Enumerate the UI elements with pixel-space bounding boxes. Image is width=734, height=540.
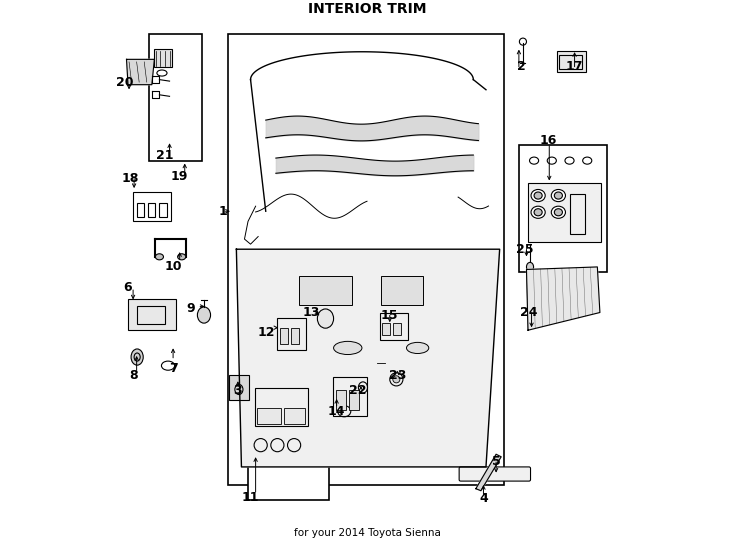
Text: 4: 4 — [479, 492, 488, 505]
Ellipse shape — [554, 192, 562, 199]
Bar — [229, 375, 249, 400]
Text: 7: 7 — [169, 362, 178, 375]
Ellipse shape — [534, 209, 542, 216]
Bar — [349, 390, 360, 410]
Bar — [137, 203, 145, 217]
Text: 23: 23 — [389, 369, 406, 382]
Ellipse shape — [333, 341, 362, 355]
Bar — [133, 192, 171, 221]
Ellipse shape — [178, 254, 186, 260]
Ellipse shape — [534, 192, 542, 199]
Bar — [248, 363, 329, 500]
Text: 5: 5 — [492, 455, 501, 468]
Text: 1: 1 — [218, 205, 227, 218]
Text: INTERIOR TRIM: INTERIOR TRIM — [308, 2, 426, 16]
Text: 6: 6 — [124, 281, 132, 294]
Bar — [280, 328, 288, 344]
Ellipse shape — [131, 349, 143, 365]
Text: 14: 14 — [328, 404, 346, 418]
Bar — [277, 318, 306, 350]
Text: 18: 18 — [121, 172, 139, 185]
Ellipse shape — [531, 206, 545, 218]
Ellipse shape — [156, 254, 164, 260]
Text: 2: 2 — [517, 60, 526, 73]
Polygon shape — [526, 267, 600, 330]
Text: 25: 25 — [516, 242, 534, 256]
Text: 11: 11 — [241, 491, 259, 504]
Text: 9: 9 — [186, 302, 195, 315]
Bar — [335, 390, 346, 410]
Bar — [154, 49, 172, 67]
Bar — [519, 145, 608, 272]
Text: 13: 13 — [302, 306, 320, 319]
Bar — [393, 322, 401, 335]
Text: 15: 15 — [381, 308, 399, 321]
Bar — [159, 203, 167, 217]
Bar — [257, 408, 281, 424]
Text: 22: 22 — [349, 384, 367, 397]
Bar — [559, 55, 582, 70]
Polygon shape — [236, 249, 500, 467]
Bar — [228, 34, 504, 484]
Ellipse shape — [317, 309, 333, 328]
Ellipse shape — [393, 376, 400, 383]
Text: 20: 20 — [116, 76, 134, 89]
Bar — [284, 408, 305, 424]
Text: 8: 8 — [128, 369, 137, 382]
Bar — [528, 184, 601, 241]
Bar — [382, 322, 390, 335]
Text: 21: 21 — [156, 149, 173, 162]
Text: 16: 16 — [539, 134, 557, 147]
Bar — [570, 193, 585, 234]
Bar — [137, 306, 165, 324]
Bar — [128, 299, 176, 330]
Bar — [379, 313, 407, 340]
Ellipse shape — [197, 307, 211, 323]
Polygon shape — [126, 59, 154, 85]
Text: 19: 19 — [171, 170, 189, 183]
Text: for your 2014 Toyota Sienna: for your 2014 Toyota Sienna — [294, 528, 440, 538]
Bar — [299, 275, 352, 305]
Text: 12: 12 — [258, 326, 275, 339]
Bar — [291, 328, 299, 344]
Bar — [255, 388, 308, 427]
Bar — [381, 275, 423, 305]
Text: 17: 17 — [566, 60, 584, 73]
Bar — [333, 377, 367, 416]
Ellipse shape — [551, 190, 565, 201]
Ellipse shape — [554, 209, 562, 216]
Bar — [149, 34, 203, 160]
Text: 10: 10 — [165, 260, 182, 273]
Bar — [557, 51, 586, 72]
Bar — [148, 203, 156, 217]
Polygon shape — [476, 454, 501, 491]
FancyBboxPatch shape — [459, 467, 531, 481]
Ellipse shape — [531, 190, 545, 201]
Ellipse shape — [407, 342, 429, 354]
Ellipse shape — [526, 262, 534, 272]
Text: 3: 3 — [233, 384, 242, 397]
Ellipse shape — [551, 206, 565, 218]
Text: 24: 24 — [520, 306, 538, 319]
